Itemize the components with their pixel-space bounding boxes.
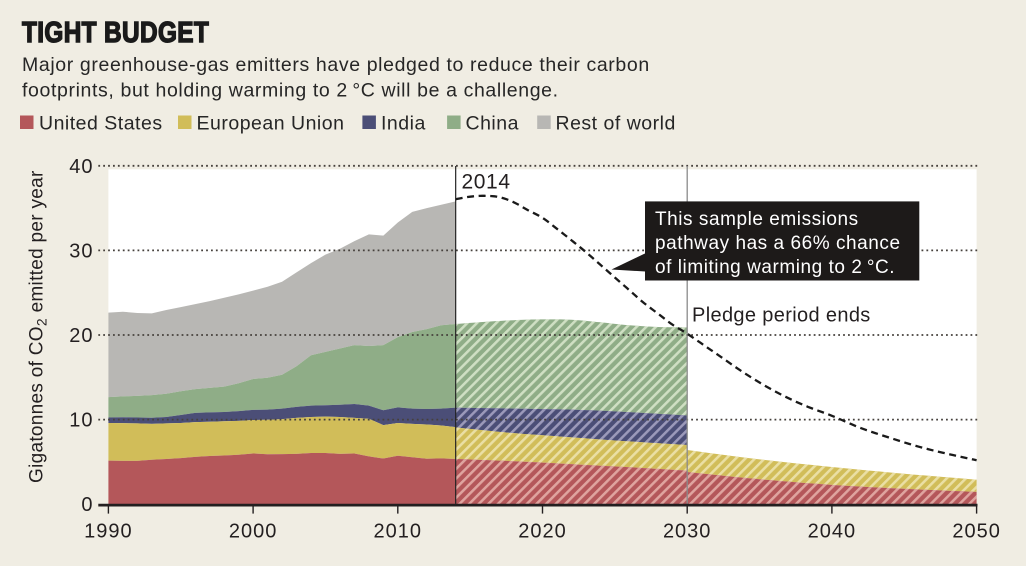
svg-text:India: India <box>381 113 426 135</box>
svg-text:China: China <box>466 113 519 135</box>
svg-text:20: 20 <box>69 325 93 347</box>
svg-text:40: 40 <box>69 156 93 178</box>
svg-text:Gigatonnes of CO2 emitted per: Gigatonnes of CO2 emitted per year <box>27 170 50 483</box>
svg-text:European Union: European Union <box>197 113 345 135</box>
svg-text:of limiting warming to 2 °C.: of limiting warming to 2 °C. <box>655 257 895 278</box>
svg-text:TIGHT BUDGET: TIGHT BUDGET <box>22 16 209 48</box>
svg-text:pathway has a 66% chance: pathway has a 66% chance <box>655 233 901 254</box>
svg-text:United States: United States <box>39 113 163 135</box>
svg-text:30: 30 <box>69 240 93 262</box>
svg-text:2050: 2050 <box>952 521 1001 543</box>
svg-text:Pledge period ends: Pledge period ends <box>692 305 871 327</box>
svg-text:Rest of world: Rest of world <box>556 113 676 135</box>
svg-text:2000: 2000 <box>229 521 278 543</box>
svg-text:0: 0 <box>81 494 93 516</box>
svg-text:2020: 2020 <box>518 521 567 543</box>
svg-text:2014: 2014 <box>462 171 511 194</box>
svg-text:1990: 1990 <box>84 521 133 543</box>
svg-text:2040: 2040 <box>808 521 857 543</box>
svg-text:2030: 2030 <box>663 521 712 543</box>
svg-text:10: 10 <box>69 410 93 432</box>
svg-text:This sample emissions: This sample emissions <box>655 209 859 230</box>
svg-text:Major greenhouse-gas emitters: Major greenhouse-gas emitters have pledg… <box>22 54 650 76</box>
svg-text:2010: 2010 <box>374 521 423 543</box>
svg-text:footprints, but holding warmin: footprints, but holding warming to 2 °C … <box>22 80 559 102</box>
